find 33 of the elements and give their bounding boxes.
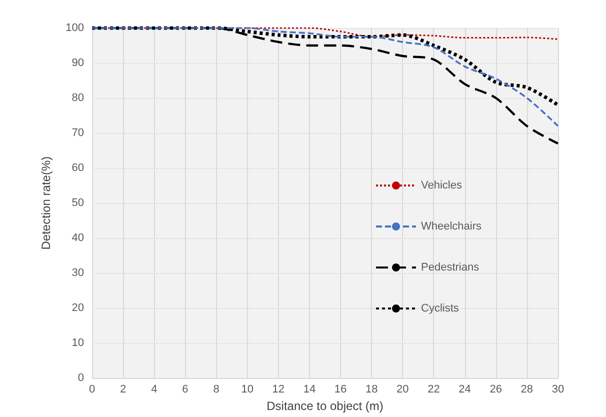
x-tick-label: 4 xyxy=(151,384,158,396)
x-tick-label: 10 xyxy=(241,384,254,396)
y-tick-label: 70 xyxy=(72,127,84,140)
y-tick-label: 50 xyxy=(72,197,84,210)
legend-label: Cyclists xyxy=(421,302,460,314)
y-tick-label: 40 xyxy=(72,232,84,244)
x-tick-label: 14 xyxy=(303,384,316,396)
y-tick-label: 80 xyxy=(72,92,84,104)
y-tick-label: 10 xyxy=(72,337,84,350)
x-tick-label: 0 xyxy=(88,384,96,396)
y-tick-label: 60 xyxy=(72,162,84,174)
x-tick-label: 30 xyxy=(552,384,564,396)
legend-label: Pedestrians xyxy=(421,262,480,274)
x-axis-title: Dsitance to object (m) xyxy=(266,399,384,413)
x-tick-label: 28 xyxy=(520,384,534,396)
x-tick-label: 8 xyxy=(213,384,220,396)
y-tick-label: 0 xyxy=(78,372,84,384)
x-tick-label: 16 xyxy=(334,384,347,396)
x-tick-label: 22 xyxy=(428,384,440,396)
x-tick-label: 24 xyxy=(458,384,471,396)
y-tick-label: 90 xyxy=(72,57,84,70)
x-tick-label: 18 xyxy=(365,384,378,396)
x-tick-label: 2 xyxy=(120,384,126,396)
legend-label: Vehicles xyxy=(421,180,462,192)
legend-label: Wheelchairs xyxy=(421,220,482,232)
y-tick-label: 100 xyxy=(66,22,84,34)
x-tick-label: 26 xyxy=(490,384,502,396)
y-tick-label: 20 xyxy=(72,302,84,314)
x-tick-label: 12 xyxy=(272,384,285,396)
y-tick-label: 30 xyxy=(72,267,84,280)
x-tick-label: 20 xyxy=(396,384,409,396)
y-axis-title: Detection rate(%) xyxy=(39,156,53,250)
x-tick-label: 6 xyxy=(182,384,188,396)
